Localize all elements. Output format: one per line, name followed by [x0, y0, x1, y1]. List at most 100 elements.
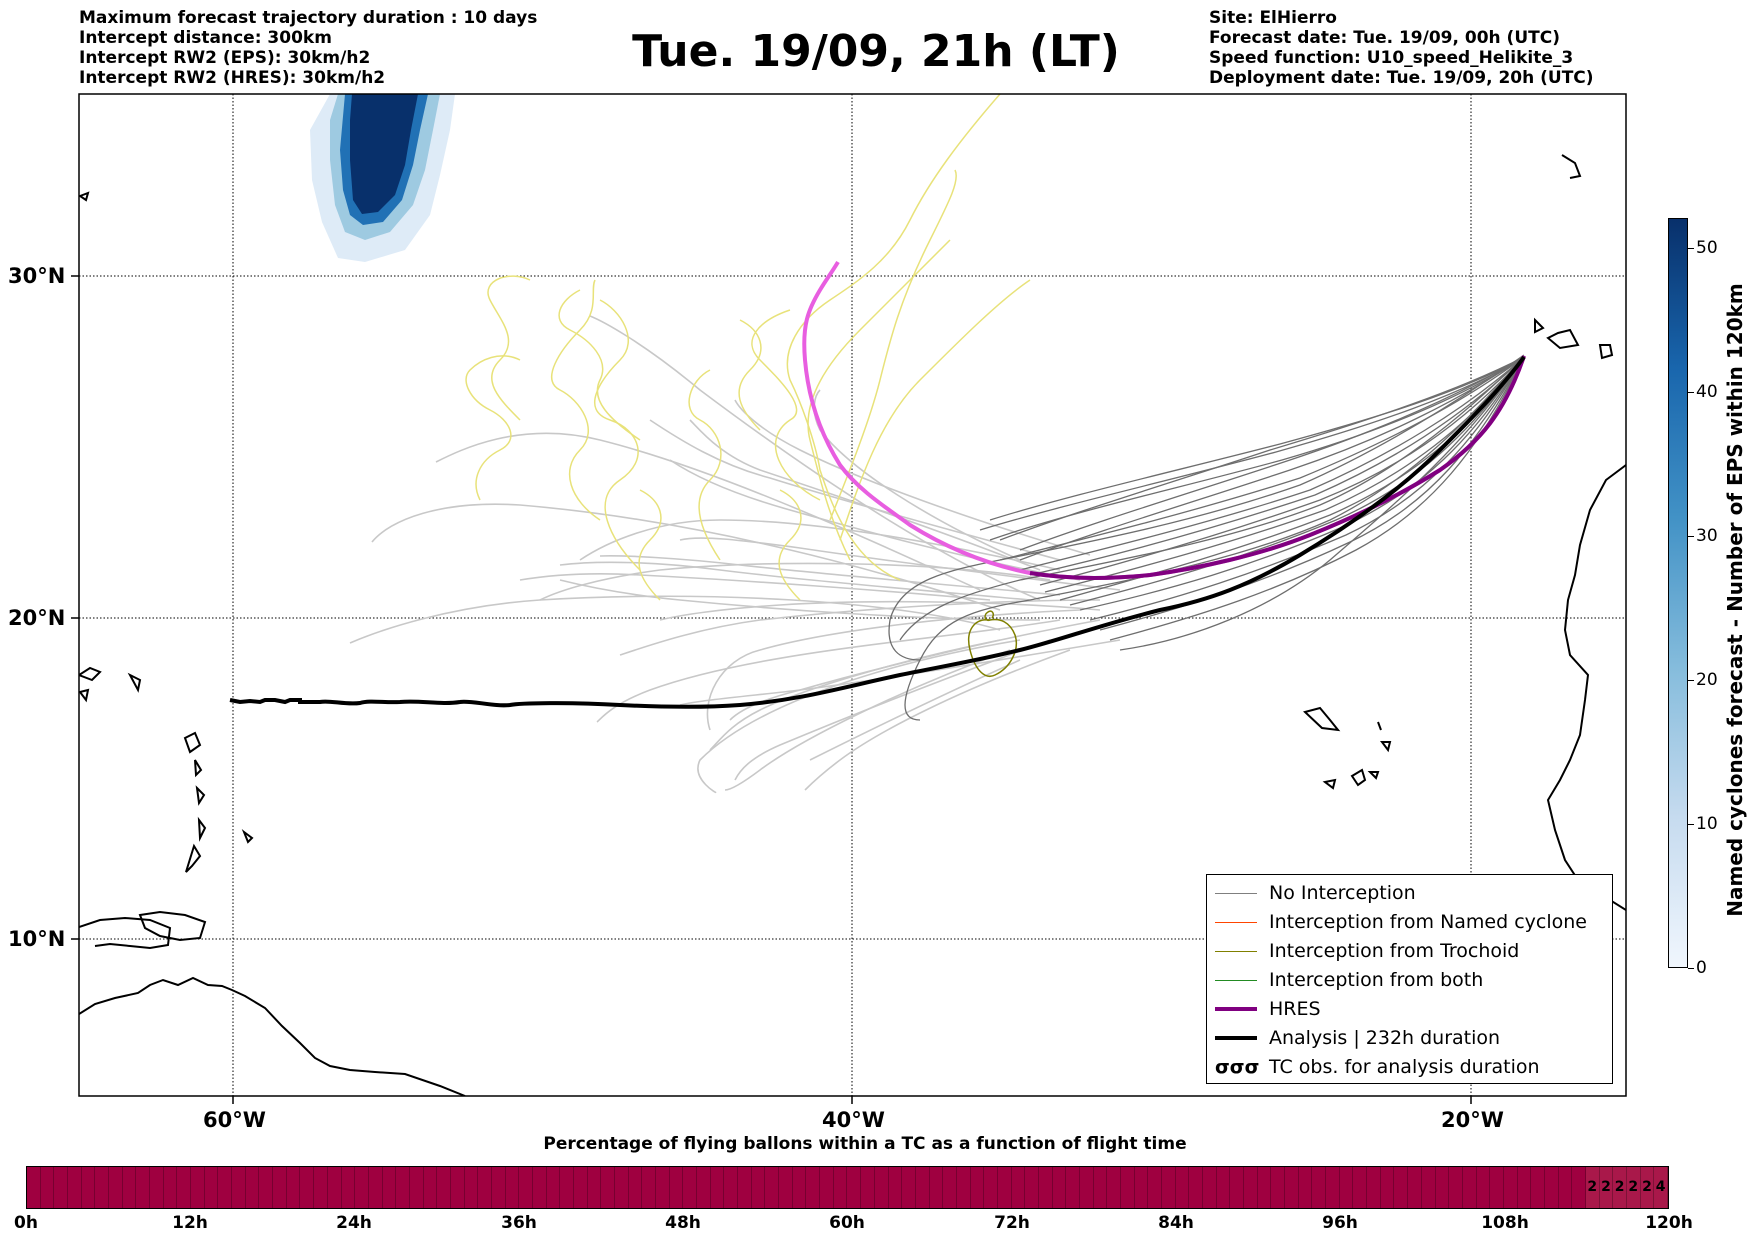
percentage-cell	[1285, 1167, 1299, 1208]
lat-label-10n: 10°N	[8, 927, 66, 951]
time-label-108h: 108h	[1481, 1213, 1529, 1233]
axis-ticks	[71, 275, 1472, 1104]
percentage-cell	[1395, 1167, 1409, 1208]
percentage-cell	[861, 1167, 875, 1208]
percentage-cell	[1053, 1167, 1067, 1208]
legend-label: HRES	[1269, 998, 1321, 1020]
time-label-24h: 24h	[336, 1213, 372, 1233]
percentage-cell	[984, 1167, 998, 1208]
percentage-cell	[1340, 1167, 1354, 1208]
percentage-cell	[232, 1167, 246, 1208]
legend-item-analysis: Analysis | 232h duration	[1207, 1024, 1612, 1053]
percentage-cell	[437, 1167, 451, 1208]
percentage-cell	[136, 1167, 151, 1208]
coast-cape-verde-d	[1322, 778, 1337, 790]
percentage-cell	[177, 1167, 192, 1208]
hres-track	[1029, 355, 1526, 580]
percentage-cell	[1244, 1167, 1258, 1208]
legend-item-tc-obs: σσσ TC obs. for analysis duration	[1207, 1053, 1612, 1082]
percentage-cell-value: 2	[1585, 1167, 1600, 1208]
percentage-cell	[355, 1167, 369, 1208]
percentage-cell	[656, 1167, 670, 1208]
coast-bermuda-a	[79, 666, 102, 682]
percentage-cell	[765, 1167, 780, 1208]
percentage-cell	[478, 1167, 492, 1208]
percentage-cell	[1408, 1167, 1422, 1208]
percentage-cell	[1326, 1167, 1340, 1208]
percentage-bar-title: Percentage of flying ballons within a TC…	[543, 1134, 1187, 1154]
percentage-cell	[1107, 1167, 1121, 1208]
percentage-cell	[560, 1167, 574, 1208]
percentage-cell	[547, 1167, 561, 1208]
coast-cape-verde-f	[1367, 771, 1380, 780]
lon-label-60w: 60°W	[203, 1108, 266, 1132]
percentage-cell	[1066, 1167, 1080, 1208]
percentage-cell	[889, 1167, 903, 1208]
percentage-cell	[109, 1167, 123, 1208]
percentage-cell	[506, 1167, 520, 1208]
info-max-duration: Maximum forecast trajectory duration : 1…	[79, 8, 538, 28]
percentage-cell	[1025, 1167, 1039, 1208]
legend-swatch	[1215, 1007, 1257, 1011]
percentage-cell	[1230, 1167, 1245, 1208]
coast-island-d	[79, 191, 90, 202]
percentage-cell	[1559, 1167, 1573, 1208]
percentage-cell	[273, 1167, 287, 1208]
coast-island-e	[241, 829, 254, 844]
cbar-tick-20: 20	[1696, 670, 1718, 690]
percentage-cell	[1135, 1167, 1149, 1208]
percentage-cell	[465, 1167, 479, 1208]
coast-canary-b	[1598, 344, 1614, 360]
percentage-cell	[1381, 1167, 1395, 1208]
cyclone-density-blob	[310, 94, 455, 262]
percentage-cell	[410, 1167, 424, 1208]
info-intercept-distance: Intercept distance: 300km	[79, 28, 332, 48]
percentage-cell	[670, 1167, 684, 1208]
percentage-cell-value: 2	[1613, 1167, 1627, 1208]
percentage-cell	[752, 1167, 766, 1208]
percentage-cell	[492, 1167, 506, 1208]
percentage-cell	[1367, 1167, 1381, 1208]
percentage-cell	[191, 1167, 205, 1208]
cbar-tickmark-20	[1688, 680, 1694, 681]
cbar-tick-0: 0	[1696, 958, 1707, 978]
no-interception-tracks	[888, 354, 1525, 721]
percentage-cell	[601, 1167, 616, 1208]
coast-iberia-fragment	[1561, 154, 1582, 179]
coast-cape-verde-e	[1350, 768, 1367, 787]
legend-item-hres: HRES	[1207, 995, 1612, 1024]
time-label-72h: 72h	[994, 1213, 1030, 1233]
trochoid-tracks	[465, 94, 1031, 601]
percentage-cell	[1203, 1167, 1217, 1208]
legend-label: Interception from Trochoid	[1269, 940, 1520, 962]
percentage-cell	[1189, 1167, 1204, 1208]
legend-label: Analysis | 232h duration	[1269, 1027, 1501, 1049]
percentage-cell	[533, 1167, 547, 1208]
percentage-cell	[1436, 1167, 1450, 1208]
legend: No Interception Interception from Named …	[1206, 874, 1613, 1084]
percentage-cell	[998, 1167, 1012, 1208]
cbar-tickmark-50	[1688, 248, 1694, 249]
percentage-cell	[519, 1167, 533, 1208]
percentage-cell-value: 2	[1626, 1167, 1641, 1208]
percentage-cell	[150, 1167, 164, 1208]
percentage-cell	[848, 1167, 862, 1208]
time-label-120h: 120h	[1645, 1213, 1693, 1233]
percentage-cell	[246, 1167, 260, 1208]
coast-cape-verde-c	[1380, 741, 1392, 753]
coast-cape-verde-b	[1377, 721, 1382, 731]
percentage-cell	[1449, 1167, 1463, 1208]
percentage-cell	[711, 1167, 725, 1208]
legend-item-both: Interception from both	[1207, 966, 1612, 995]
percentage-cell	[68, 1167, 82, 1208]
coast-lesser-antilles-b	[194, 759, 203, 778]
percentage-cell	[1080, 1167, 1094, 1208]
percentage-cell	[629, 1167, 643, 1208]
analysis-track	[229, 355, 1526, 709]
percentage-cell	[27, 1167, 41, 1208]
percentage-cell	[1545, 1167, 1559, 1208]
coast-south-america	[79, 976, 466, 1096]
percentage-cell	[683, 1167, 698, 1208]
percentage-cell	[1312, 1167, 1327, 1208]
